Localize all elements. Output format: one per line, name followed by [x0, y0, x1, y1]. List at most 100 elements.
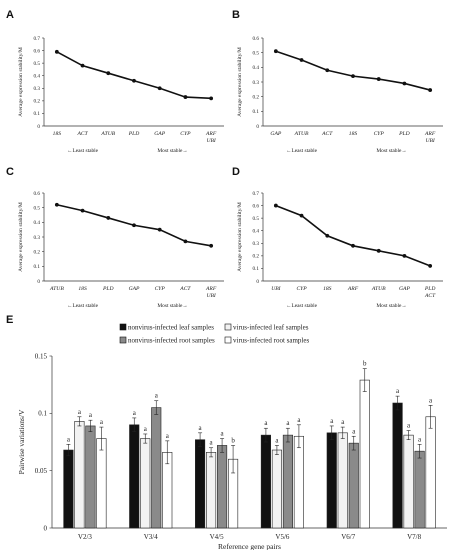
- bar: [195, 439, 206, 529]
- panel-letter: E: [6, 314, 13, 326]
- y-tick-label: 0.1: [34, 264, 41, 270]
- significance-label: a: [155, 392, 159, 400]
- bar: [96, 438, 107, 529]
- least-stable-note: ←Least stable: [286, 303, 318, 309]
- x-tick-label: ACT: [321, 131, 333, 137]
- bar: [217, 445, 228, 529]
- significance-label: a: [166, 432, 170, 440]
- data-point: [157, 227, 162, 232]
- most-stable-note: Most stable→: [157, 148, 187, 154]
- data-point: [157, 86, 162, 91]
- bar: [293, 435, 304, 529]
- significance-label: a: [429, 396, 433, 404]
- data-point: [132, 223, 136, 228]
- y-tick-label: 0.3: [34, 86, 41, 92]
- bar: [151, 407, 162, 529]
- y-tick-label: 0.5: [34, 61, 41, 67]
- panel-letter: C: [6, 166, 14, 178]
- series-line: [275, 50, 431, 91]
- y-tick-label: 0.2: [253, 254, 260, 260]
- data-point: [402, 253, 407, 258]
- panel-letter: A: [6, 9, 14, 21]
- x-tick-label: UBI: [206, 293, 216, 299]
- significance-label: b: [363, 360, 367, 368]
- y-tick-label: 0.5: [253, 216, 260, 222]
- y-tick-label: 0.1: [38, 410, 47, 418]
- y-tick-label: 0.2: [34, 249, 41, 255]
- data-point: [428, 264, 433, 268]
- y-axis-label: Average expression stability/M: [237, 202, 243, 272]
- y-tick-label: 0.7: [34, 36, 41, 42]
- x-tick-label: UBI: [206, 138, 216, 144]
- x-tick-label: ARF: [205, 131, 217, 137]
- significance-label: a: [407, 422, 411, 430]
- x-tick-label: ACT: [424, 293, 436, 299]
- y-axis-label: Average expression stability/M: [237, 47, 243, 117]
- x-tick-label: ATUB: [49, 286, 64, 292]
- bar: [206, 452, 217, 529]
- y-tick-label: 0.7: [253, 191, 260, 197]
- y-tick-label: 0.5: [34, 205, 41, 211]
- x-tick-label: 18S: [53, 131, 62, 137]
- significance-label: a: [199, 424, 203, 432]
- legend-label: virus-infected leaf samples: [233, 324, 309, 332]
- y-axis-label: Pairwise variations/V: [17, 409, 26, 474]
- x-tick-label: V6/7: [341, 533, 356, 541]
- x-tick-label: ARF: [347, 286, 359, 292]
- y-tick-label: 0.3: [34, 235, 41, 241]
- data-point: [351, 243, 355, 248]
- data-point: [209, 96, 214, 101]
- y-tick-label: 0.3: [253, 241, 260, 247]
- x-tick-label: UBI: [425, 138, 435, 144]
- y-tick-label: 0.4: [253, 65, 260, 71]
- significance-label: a: [286, 419, 290, 427]
- x-tick-label: ARF: [424, 131, 436, 137]
- x-tick-label: PLD: [102, 286, 114, 292]
- bar: [337, 432, 348, 529]
- bar: [282, 434, 293, 529]
- x-tick-label: V5/6: [275, 533, 290, 541]
- significance-label: a: [264, 419, 268, 427]
- y-axis-label: Average expression stability/M: [18, 47, 24, 117]
- x-tick-label: UBI: [271, 286, 281, 292]
- data-point: [299, 58, 304, 62]
- y-tick-label: 0: [37, 279, 40, 285]
- x-tick-label: 18S: [349, 131, 358, 137]
- legend-swatch: [224, 336, 232, 344]
- bar: [348, 442, 359, 529]
- least-stable-note: ←Least stable: [67, 303, 99, 309]
- significance-label: a: [210, 439, 214, 447]
- y-tick-label: 0.1: [34, 111, 41, 117]
- x-tick-label: CYP: [296, 286, 307, 292]
- legend-label: nonvirus-infected leaf samples: [128, 324, 214, 332]
- bar: [260, 434, 271, 529]
- x-axis-label: Reference gene pairs: [218, 542, 281, 550]
- least-stable-note: ←Least stable: [286, 148, 318, 154]
- x-tick-label: V7/8: [407, 533, 422, 541]
- panel-d: D 0 0.1 0.2 0.3 0.4 0.5 0.6 0.7 Average expressio…: [232, 166, 443, 309]
- panel-a: A 0 0.1 0.2 0.3 0.4 0.5 0.6 0.7 Average expressio…: [6, 9, 224, 154]
- data-point: [273, 203, 278, 208]
- y-tick-label: 0.3: [253, 80, 260, 86]
- x-tick-label: ATUB: [100, 131, 115, 137]
- y-tick-label: 0.4: [253, 229, 260, 235]
- bar: [359, 379, 370, 529]
- significance-label: a: [78, 408, 82, 416]
- x-tick-label: GAP: [270, 131, 281, 137]
- bar: [271, 449, 282, 529]
- least-stable-note: ←Least stable: [67, 148, 99, 154]
- x-tick-label: CYP: [374, 131, 385, 137]
- x-tick-label: GAP: [399, 286, 410, 292]
- x-tick-label: 18S: [78, 286, 87, 292]
- x-tick-label: ATUB: [371, 286, 386, 292]
- y-tick-label: 0.4: [34, 220, 41, 226]
- y-tick-label: 0: [256, 279, 259, 285]
- y-tick-label: 0.15: [35, 352, 48, 360]
- panel-letter: B: [232, 9, 240, 21]
- data-point: [183, 95, 188, 99]
- x-tick-label: ACT: [76, 131, 88, 137]
- data-point: [132, 78, 136, 83]
- series-line: [275, 204, 431, 267]
- data-point: [299, 213, 304, 218]
